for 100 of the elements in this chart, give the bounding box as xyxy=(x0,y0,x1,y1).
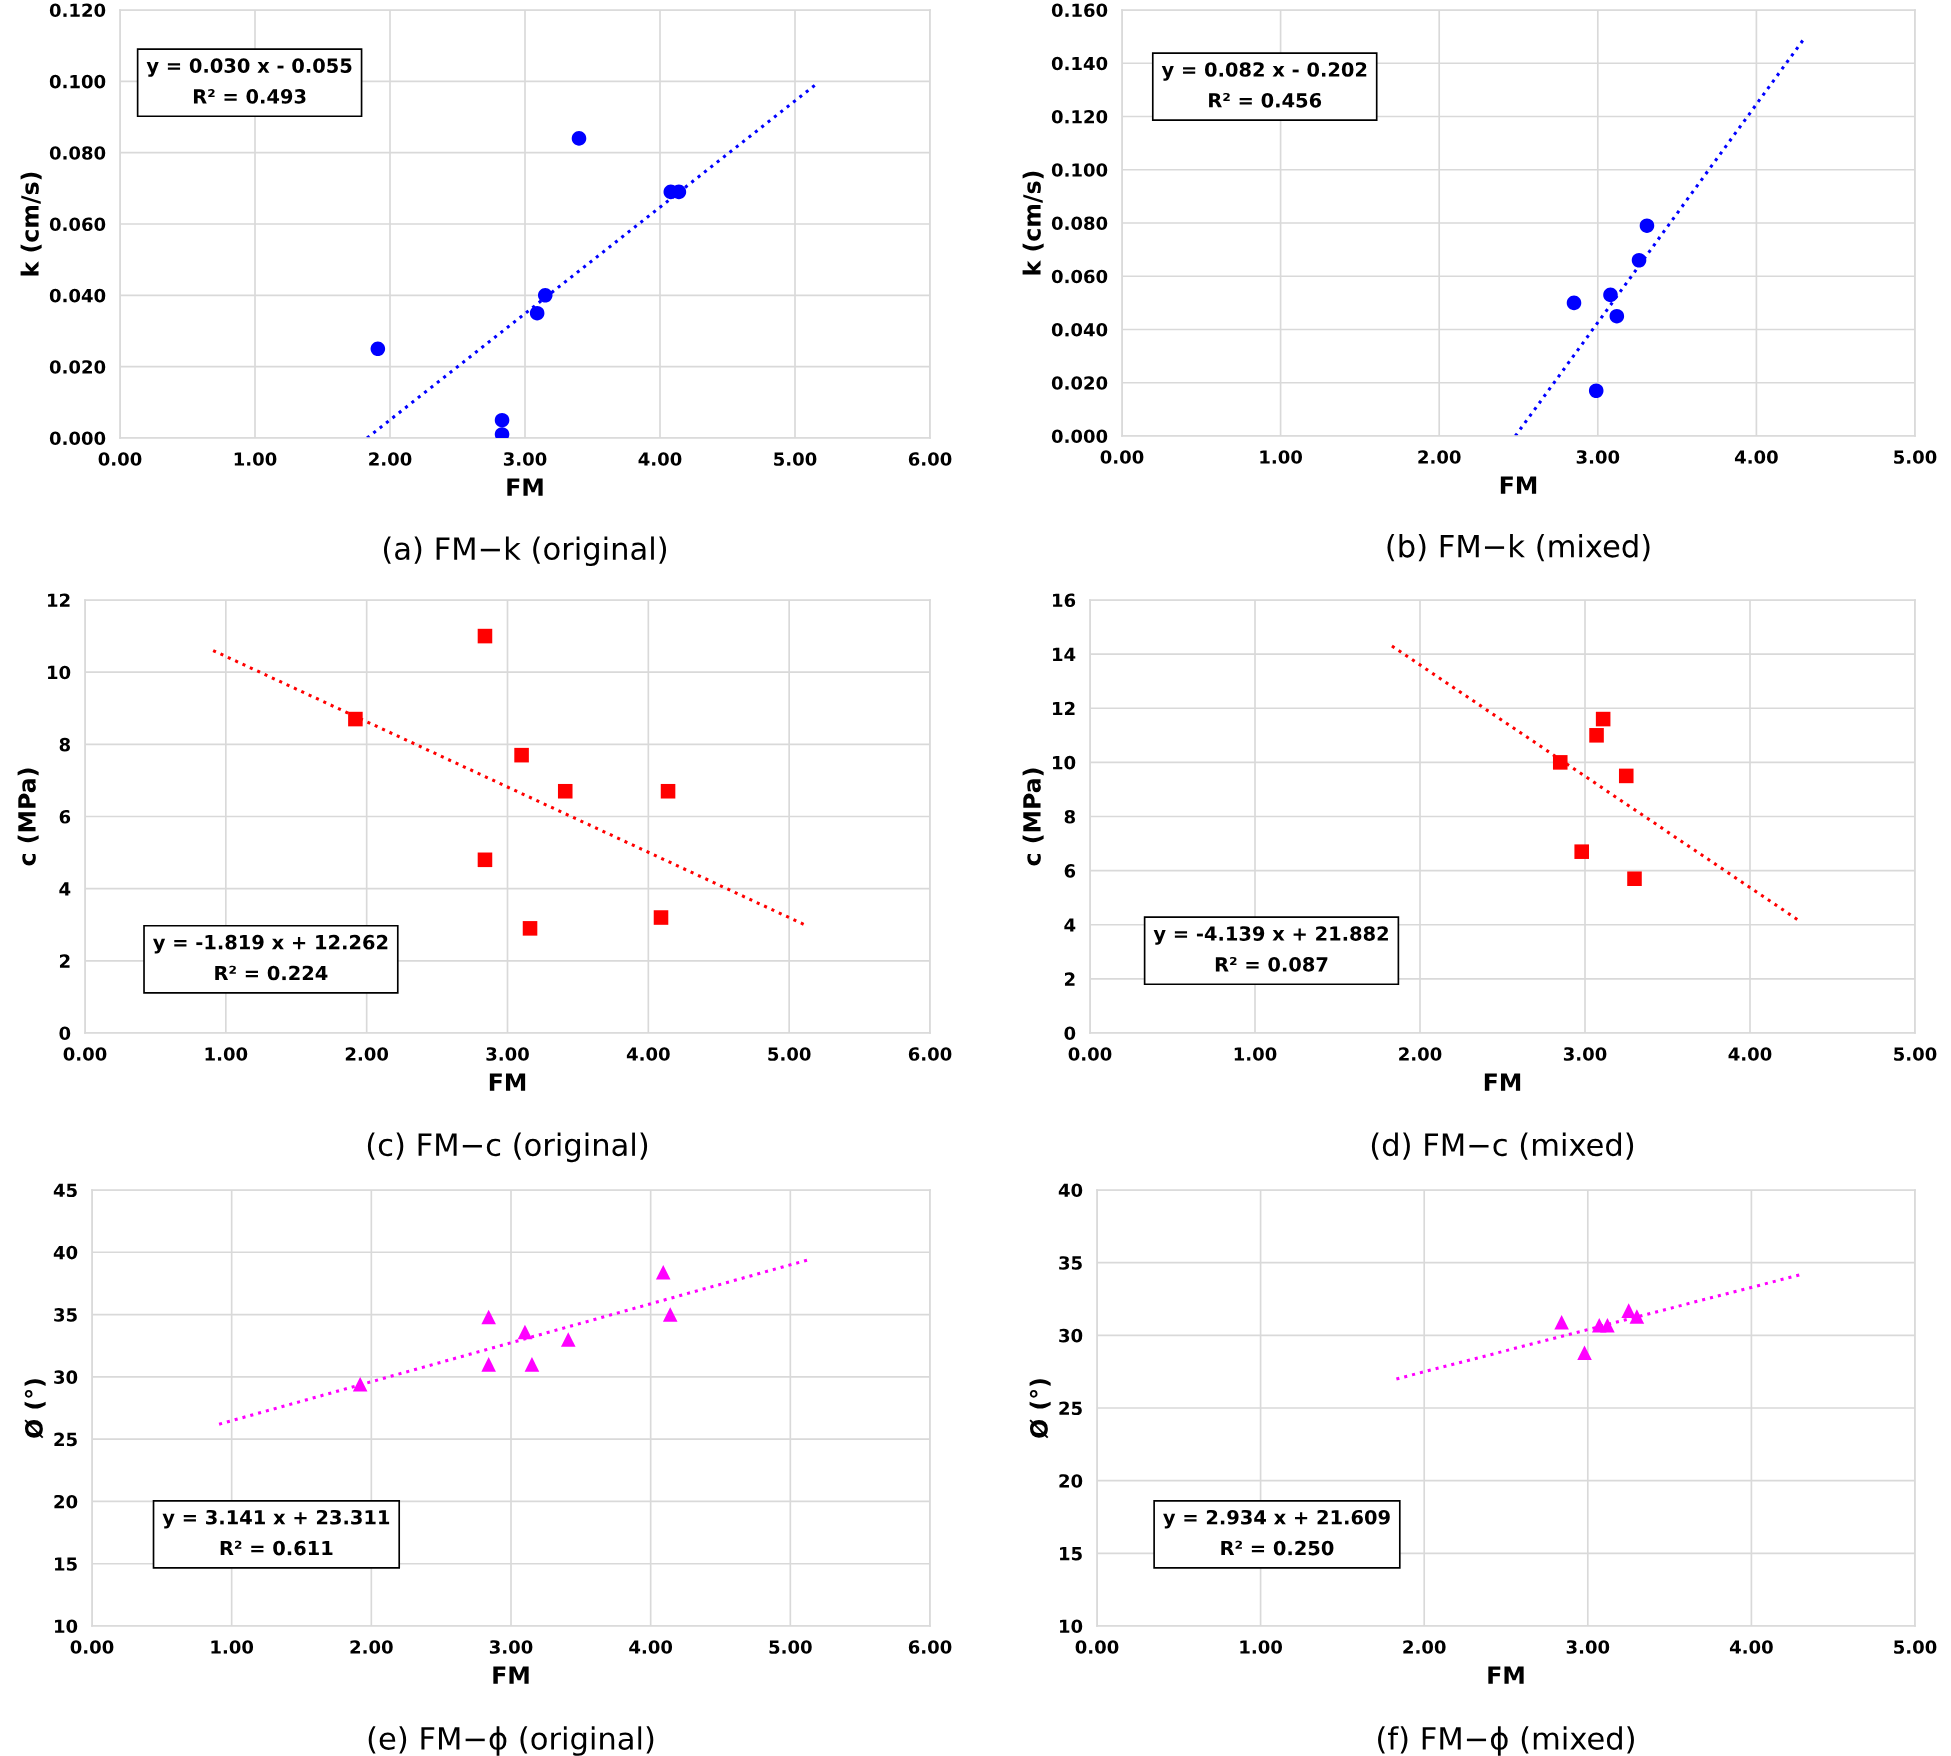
x-tick-label: 2.00 xyxy=(1418,450,1461,464)
y-tick-label: 0.120 xyxy=(49,3,106,18)
y-tick-label: 20 xyxy=(54,1494,78,1509)
x-tick-label: 4.00 xyxy=(1728,1047,1772,1061)
annotation: R² = 0.087 xyxy=(1215,956,1328,972)
x-axis-title: FM xyxy=(507,478,543,496)
x-tick-label: 5.00 xyxy=(1894,1640,1937,1654)
text: (b) FM−k (mixed) xyxy=(1387,533,1650,562)
point xyxy=(477,852,493,868)
x-tick-label: 2.00 xyxy=(345,1047,389,1061)
point xyxy=(1566,295,1582,311)
x-tick-label: 5.00 xyxy=(768,1047,811,1061)
point xyxy=(517,1324,533,1340)
y-tick-label: 15 xyxy=(1060,1547,1082,1561)
y-tick-label: 0.060 xyxy=(1051,269,1108,284)
point xyxy=(1588,383,1604,399)
point xyxy=(1609,308,1625,324)
x-tick-label: 1.00 xyxy=(1240,1640,1283,1654)
y-axis-title: c (MPa) xyxy=(1022,768,1044,866)
y-tick-label: 0 xyxy=(1064,1026,1076,1041)
point xyxy=(348,711,363,727)
point xyxy=(494,412,510,428)
x-tick-label: 4.00 xyxy=(626,1047,670,1061)
x-tick-label: 6.00 xyxy=(908,1047,952,1061)
y-tick-label: 4 xyxy=(1064,918,1076,932)
point xyxy=(1629,1309,1645,1324)
y-axis-title: c (MPa) xyxy=(17,768,39,866)
point xyxy=(524,1357,540,1372)
y-tick-label: 12 xyxy=(1053,701,1075,716)
x-tick-label: 5.00 xyxy=(1894,1047,1937,1061)
point xyxy=(1554,1314,1569,1330)
annotation: y = 0.082 x - 0.202 xyxy=(1161,62,1367,81)
x-tick-label: 1.00 xyxy=(211,1640,254,1654)
point xyxy=(1577,1345,1592,1361)
annotation: R² = 0.456 xyxy=(1209,92,1322,108)
point xyxy=(477,628,493,644)
point xyxy=(653,910,669,925)
x-tick-label: 2.00 xyxy=(1403,1640,1446,1654)
x-tick-label: 0.00 xyxy=(1075,1640,1119,1654)
y-tick-label: 15 xyxy=(55,1557,77,1571)
y-tick-label: 20 xyxy=(1059,1474,1083,1488)
point xyxy=(1621,1303,1636,1318)
point xyxy=(662,1307,678,1322)
annotation: y = 0.030 x - 0.055 xyxy=(146,58,352,77)
x-axis-title: FM xyxy=(1500,476,1537,494)
x-axis-title: FM xyxy=(1488,1666,1524,1684)
y-tick-label: 0.000 xyxy=(49,431,106,446)
x-tick-label: 2.00 xyxy=(369,452,412,466)
x-tick-label: 3.00 xyxy=(1563,1047,1607,1061)
point xyxy=(481,1309,496,1325)
point xyxy=(537,288,553,303)
point xyxy=(370,341,386,357)
y-tick-label: 10 xyxy=(55,1619,78,1634)
x-tick-label: 6.00 xyxy=(908,1640,952,1654)
x-tick-label: 3.00 xyxy=(1566,1640,1610,1654)
point xyxy=(1589,728,1604,743)
x-tick-label: 5.00 xyxy=(1894,450,1937,464)
y-tick-label: 4 xyxy=(59,882,71,896)
x-tick-label: 2.00 xyxy=(1399,1047,1442,1061)
y-axis-title: Ø (°) xyxy=(24,1379,46,1439)
x-tick-label: 5.00 xyxy=(774,452,817,466)
point xyxy=(1631,252,1647,268)
y-tick-label: 12 xyxy=(48,593,70,607)
text: (f) FM−ϕ (mixed) xyxy=(1378,1726,1634,1756)
point xyxy=(660,783,676,799)
y-tick-label: 0.160 xyxy=(1051,3,1108,18)
y-tick-label: 8 xyxy=(59,737,70,752)
annotation: y = 2.934 x + 21.609 xyxy=(1163,1509,1390,1529)
x-tick-label: 0.00 xyxy=(1100,450,1144,464)
y-tick-label: 10 xyxy=(1060,1619,1083,1634)
x-tick-label: 3.00 xyxy=(1576,450,1620,464)
y-tick-label: 2 xyxy=(1064,972,1075,986)
y-tick-label: 16 xyxy=(1053,593,1076,608)
point xyxy=(529,305,545,321)
x-tick-label: 3.00 xyxy=(486,1047,529,1061)
x-tick-label: 4.00 xyxy=(1729,1640,1773,1654)
text: (d) FM−c (mixed) xyxy=(1371,1132,1634,1160)
point xyxy=(522,921,538,936)
y-tick-label: 0 xyxy=(59,1026,71,1041)
y-tick-label: 30 xyxy=(54,1370,78,1384)
point xyxy=(1639,218,1655,233)
y-tick-label: 8 xyxy=(1064,809,1075,824)
point xyxy=(560,1332,576,1347)
x-tick-label: 2.00 xyxy=(350,1640,393,1654)
point xyxy=(352,1377,368,1392)
annotation: R² = 0.250 xyxy=(1221,1540,1334,1556)
text: (c) FM−c (original) xyxy=(367,1132,648,1163)
y-tick-label: 35 xyxy=(1059,1256,1082,1270)
y-tick-label: 25 xyxy=(1059,1401,1082,1416)
y-tick-label: 30 xyxy=(1059,1328,1083,1343)
y-tick-label: 10 xyxy=(1053,755,1076,770)
x-tick-label: 0.00 xyxy=(1068,1047,1112,1061)
point xyxy=(655,1264,671,1280)
y-tick-label: 40 xyxy=(1058,1183,1083,1198)
y-tick-label: 25 xyxy=(54,1432,77,1447)
x-tick-label: 3.00 xyxy=(489,1640,533,1654)
point xyxy=(1600,1317,1615,1333)
point xyxy=(1603,287,1618,303)
x-tick-label: 5.00 xyxy=(769,1640,812,1654)
point xyxy=(1627,871,1642,887)
